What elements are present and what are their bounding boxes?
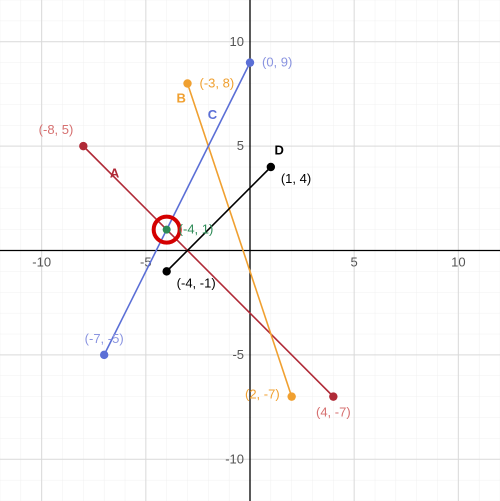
intersection-point xyxy=(163,226,171,234)
coordinate-plane-chart: -10-5510-10-5510ABCD(-8, 5)(4, -7)(-3, 8… xyxy=(0,0,500,501)
point-label: (4, -7) xyxy=(316,405,351,420)
endpoint xyxy=(329,392,337,400)
point-label: (-4, -1) xyxy=(177,275,216,290)
y-tick-label: -10 xyxy=(225,451,244,466)
point-label: (-8, 5) xyxy=(39,122,74,137)
point-label: (2, -7) xyxy=(245,387,280,402)
endpoint xyxy=(100,351,108,359)
point-label: (0, 9) xyxy=(262,55,292,70)
point-label: (-3, 8) xyxy=(200,76,235,91)
segment-label-D: D xyxy=(274,142,283,157)
endpoint xyxy=(267,163,275,171)
y-tick-label: -5 xyxy=(232,347,244,362)
segment-label-C: C xyxy=(208,107,218,122)
y-tick-label: 10 xyxy=(230,34,244,49)
x-tick-label: 10 xyxy=(451,255,465,270)
endpoint xyxy=(79,142,87,150)
x-tick-label: -10 xyxy=(32,255,51,270)
y-tick-label: 5 xyxy=(237,138,244,153)
intersection-label: (-4, 1) xyxy=(179,222,214,237)
endpoint xyxy=(183,79,191,87)
endpoint xyxy=(162,267,170,275)
endpoint xyxy=(287,392,295,400)
segment-label-A: A xyxy=(110,165,120,180)
point-label: (1, 4) xyxy=(281,171,311,186)
point-label: (-7, -5) xyxy=(85,331,124,346)
segment-label-B: B xyxy=(177,90,186,105)
x-tick-label: 5 xyxy=(351,255,358,270)
endpoint xyxy=(246,58,254,66)
